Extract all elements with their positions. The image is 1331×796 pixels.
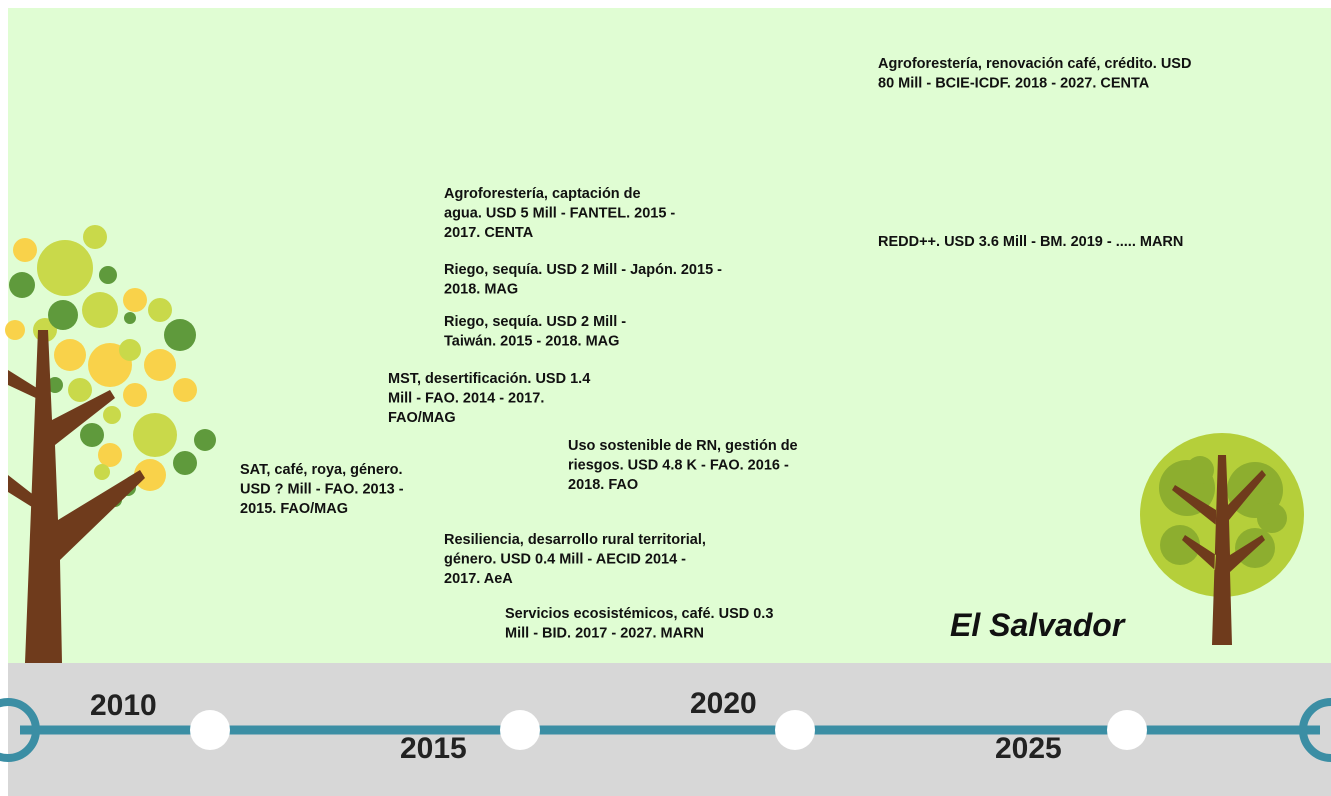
- project-text: USD ? Mill - FAO. 2013 -: [240, 482, 404, 498]
- project-text: Taiwán. 2015 - 2018. MAG: [444, 334, 619, 350]
- project-text: Mill - BID. 2017 - 2027. MARN: [505, 626, 704, 642]
- project-text: Riego, sequía. USD 2 Mill -: [444, 314, 626, 330]
- project-text: 2017. CENTA: [444, 225, 534, 241]
- year-label: 2020: [690, 687, 757, 720]
- year-label: 2015: [400, 732, 467, 765]
- project-text: Agroforestería, renovación café, crédito…: [878, 56, 1191, 72]
- project-text: 2015. FAO/MAG: [240, 501, 348, 517]
- project-text: Uso sostenible de RN, gestión de: [568, 438, 798, 454]
- project-text: Riego, sequía. USD 2 Mill - Japón. 2015 …: [444, 262, 722, 278]
- project-text: SAT, café, roya, género.: [240, 462, 403, 478]
- infographic: El Salvador 2010 2015 2020 2025 Agroforeste…: [0, 0, 1331, 796]
- project-text: Servicios ecosistémicos, café. USD 0.3: [505, 606, 773, 622]
- project-text: género. USD 0.4 Mill - AECID 2014 -: [444, 552, 686, 568]
- project-text: Agroforestería, captación de: [444, 186, 641, 202]
- project-text: 2017. AeA: [444, 571, 513, 587]
- project-text: MST, desertificación. USD 1.4: [388, 371, 590, 387]
- year-label: 2025: [995, 732, 1062, 765]
- project-text: Resiliencia, desarrollo rural territoria…: [444, 532, 706, 548]
- project-text: Mill - FAO. 2014 - 2017.: [388, 391, 544, 407]
- project-text: agua. USD 5 Mill - FANTEL. 2015 -: [444, 206, 675, 222]
- year-label: 2010: [90, 689, 157, 722]
- project-text: riesgos. USD 4.8 K - FAO. 2016 -: [568, 458, 789, 474]
- project-text: REDD++. USD 3.6 Mill - BM. 2019 - ..... …: [878, 234, 1183, 250]
- project-note: REDD++. USD 3.6 Mill - BM. 2019 - ..... …: [878, 234, 1183, 250]
- title: El Salvador: [950, 607, 1126, 643]
- project-text: 80 Mill - BCIE-ICDF. 2018 - 2027. CENTA: [878, 76, 1150, 92]
- project-text: 2018. FAO: [568, 477, 638, 493]
- project-text: FAO/MAG: [388, 410, 456, 426]
- project-text: 2018. MAG: [444, 282, 518, 298]
